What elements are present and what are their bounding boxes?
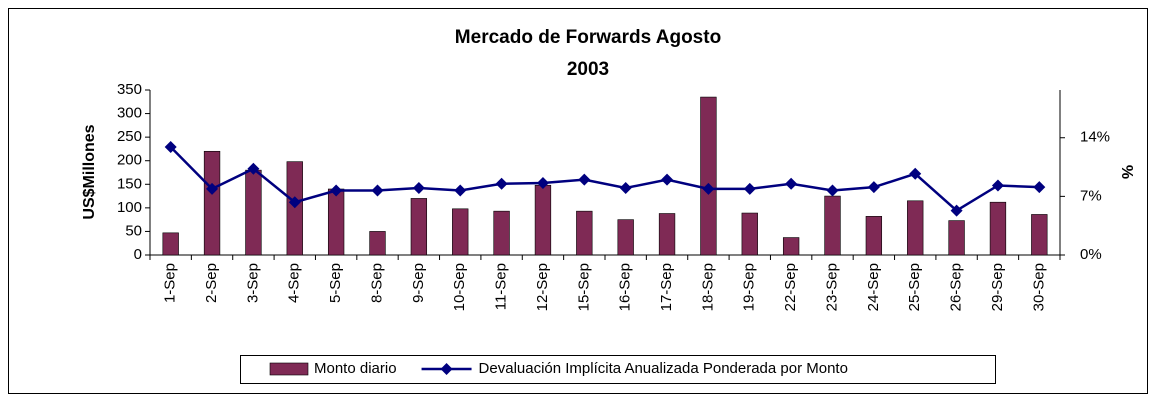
marker <box>371 184 384 197</box>
marker <box>1033 181 1046 194</box>
y-axis-title: US$Millones <box>81 124 98 219</box>
marker <box>412 181 425 194</box>
marker <box>288 196 301 209</box>
x-tick-label: 19-Sep <box>741 263 758 311</box>
x-tick-label: 11-Sep <box>493 263 510 310</box>
x-tick-label: 9-Sep <box>410 263 427 303</box>
marker <box>826 184 839 197</box>
bar <box>493 210 510 256</box>
x-tick-label: 10-Sep <box>451 263 468 311</box>
bar <box>1031 214 1048 256</box>
bar <box>286 161 303 256</box>
bar <box>700 96 717 256</box>
bar <box>327 188 345 256</box>
bar <box>658 213 676 256</box>
x-tick-label: 4-Sep <box>286 263 303 303</box>
x-tick-label: 15-Sep <box>575 263 592 311</box>
bar <box>162 232 179 256</box>
marker <box>619 181 632 194</box>
marker <box>743 182 756 195</box>
bar <box>865 216 883 256</box>
bar <box>948 220 965 256</box>
y2-tick-label: 7% <box>1080 187 1102 204</box>
bar <box>452 208 469 256</box>
y-tick-label: 0 <box>134 246 142 263</box>
bar <box>782 237 800 256</box>
x-tick-label: 12-Sep <box>534 263 551 311</box>
legend-label: Devaluación Implícita Anualizada Pondera… <box>479 360 848 377</box>
y2-tick-label: 14% <box>1080 129 1110 146</box>
marker <box>661 173 674 186</box>
y-tick-label: 300 <box>117 105 142 122</box>
x-tick-label: 16-Sep <box>617 263 634 311</box>
marker <box>495 177 508 190</box>
marker <box>454 184 467 197</box>
x-tick-label: 22-Sep <box>782 263 799 311</box>
x-tick-label: 30-Sep <box>1030 263 1047 311</box>
x-tick-label: 26-Sep <box>948 263 965 311</box>
bar <box>410 198 428 256</box>
y-tick-label: 50 <box>125 222 142 239</box>
bar <box>576 210 593 256</box>
bar <box>369 231 386 256</box>
x-tick-label: 17-Sep <box>658 263 675 311</box>
y2-axis-title: % <box>1118 165 1135 179</box>
x-tick-label: 25-Sep <box>906 263 923 311</box>
chart-border <box>8 8 1148 394</box>
x-tick-label: 2-Sep <box>203 263 220 303</box>
marker <box>991 179 1004 192</box>
y-tick-label: 350 <box>117 81 142 98</box>
line <box>169 146 1040 213</box>
marker <box>867 181 880 194</box>
bar <box>741 212 758 256</box>
marker <box>950 204 963 217</box>
bar <box>907 200 924 256</box>
x-tick-label: 29-Sep <box>989 263 1006 311</box>
y2-tick-label: 0% <box>1080 246 1102 263</box>
x-tick-label: 8-Sep <box>368 263 385 303</box>
x-tick-label: 18-Sep <box>699 263 716 311</box>
x-tick-label: 3-Sep <box>244 263 261 303</box>
marker <box>702 182 715 195</box>
marker <box>536 176 549 189</box>
marker <box>909 167 922 180</box>
marker <box>578 173 591 186</box>
x-tick-label: 5-Sep <box>327 263 344 303</box>
x-tick-label: 23-Sep <box>823 263 840 311</box>
y-tick-label: 150 <box>117 175 142 192</box>
legend-box <box>240 355 996 384</box>
chart-title: 2003 <box>567 59 609 80</box>
y-tick-label: 100 <box>117 199 142 216</box>
bar <box>617 219 634 256</box>
legend-label: Monto diario <box>314 360 397 377</box>
marker <box>206 182 219 195</box>
x-tick-label: 1-Sep <box>162 263 179 303</box>
legend-swatch <box>269 362 309 376</box>
legend-marker <box>440 363 453 375</box>
marker <box>164 140 177 153</box>
marker <box>247 162 260 175</box>
bar <box>989 201 1007 256</box>
bar <box>534 184 552 256</box>
bar <box>203 150 221 256</box>
marker <box>330 184 343 197</box>
x-tick-label: 24-Sep <box>865 263 882 311</box>
marker <box>785 177 798 190</box>
bar <box>824 195 841 256</box>
chart-title: Mercado de Forwards Agosto <box>455 27 721 48</box>
y-tick-label: 250 <box>117 128 142 145</box>
bar <box>245 169 262 256</box>
y-tick-label: 200 <box>117 152 142 169</box>
